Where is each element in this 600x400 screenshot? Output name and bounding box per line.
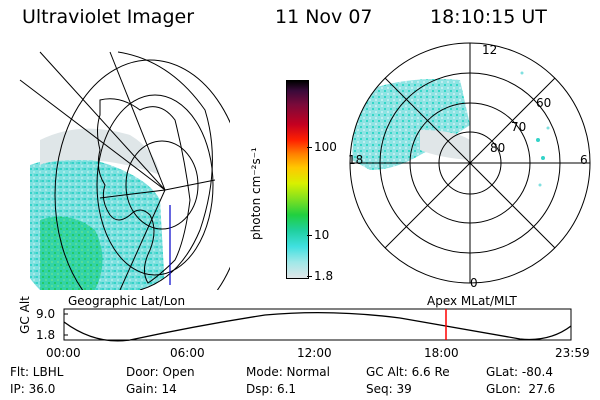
magnetic-polar-image bbox=[349, 42, 591, 284]
ip-info: IP: 36.0 bbox=[10, 382, 56, 396]
time-label: 18:10:15 UT bbox=[430, 6, 547, 28]
altitude-axis-label: GC Alt bbox=[17, 296, 32, 334]
time-tick-12-00: 12:00 bbox=[297, 346, 332, 360]
filter-info: Flt: LBHL bbox=[10, 365, 64, 379]
mlat-label-70: 70 bbox=[511, 120, 527, 134]
gain-info: Gain: 14 bbox=[126, 382, 177, 396]
colorbar-label: photon cm⁻²s⁻¹ bbox=[249, 147, 263, 240]
glon-info: GLon: 27.6 bbox=[486, 382, 556, 396]
mlt-label-18: 18 bbox=[348, 153, 364, 167]
colorbar bbox=[286, 80, 309, 279]
mlat-label-60: 60 bbox=[536, 96, 552, 110]
instrument-title: Ultraviolet Imager bbox=[22, 6, 195, 28]
time-tick-18-00: 18:00 bbox=[424, 346, 459, 360]
gc-alt-info: GC Alt: 6.6 Re bbox=[366, 365, 450, 379]
altitude-tick-1-8: 1.8 bbox=[36, 328, 56, 342]
geographic-image bbox=[19, 51, 230, 290]
time-tick-06-00: 06:00 bbox=[170, 346, 205, 360]
mlat-label-80: 80 bbox=[490, 141, 506, 155]
mlt-label-6: 6 bbox=[580, 153, 588, 167]
colorbar-tick-1-8: 1.8 bbox=[314, 269, 334, 283]
colorbar-tick-100: 100 bbox=[314, 140, 337, 154]
mlt-label-0: 0 bbox=[470, 276, 478, 290]
mode-info: Mode: Normal bbox=[246, 365, 330, 379]
altitude-tick-9-0: 9.0 bbox=[36, 307, 56, 321]
date-label: 11 Nov 07 bbox=[275, 6, 373, 28]
apex-panel-label: Apex MLat/MLT bbox=[427, 294, 517, 308]
altitude-plot bbox=[63, 308, 572, 342]
time-tick-23-59: 23:59 bbox=[555, 346, 590, 360]
colorbar-tick-10: 10 bbox=[314, 228, 330, 242]
mlt-label-12: 12 bbox=[482, 43, 498, 57]
door-info: Door: Open bbox=[126, 365, 195, 379]
time-tick-00-00: 00:00 bbox=[46, 346, 81, 360]
glat-info: GLat: -80.4 bbox=[486, 365, 553, 379]
dsp-info: Dsp: 6.1 bbox=[246, 382, 297, 396]
seq-info: Seq: 39 bbox=[366, 382, 412, 396]
geographic-panel-label: Geographic Lat/Lon bbox=[68, 294, 186, 308]
